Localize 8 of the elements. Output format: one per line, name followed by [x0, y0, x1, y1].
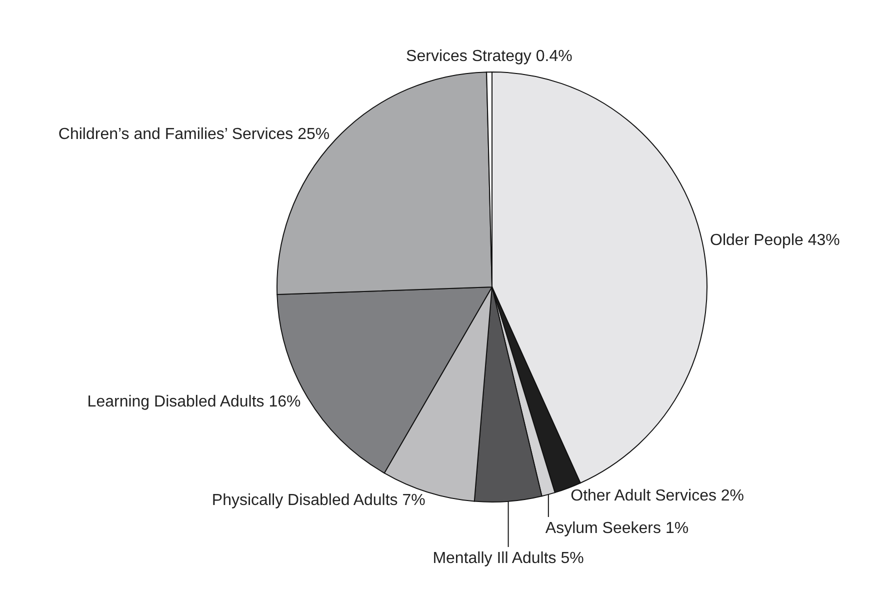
slice-label: Learning Disabled Adults 16%: [87, 394, 301, 411]
slice-label: Mentally Ill Adults 5%: [432, 550, 584, 567]
slice-label: Older People 43%: [710, 232, 840, 250]
slice-label: Physically Disabled Adults 7%: [212, 492, 426, 509]
slice-label: Asylum Seekers 1%: [545, 520, 689, 537]
slice-label: Services Strategy 0.4%: [406, 48, 572, 66]
slice-label: Children’s and Families’ Services 25%: [58, 126, 330, 144]
slice-label: Other Adult Services 2%: [570, 488, 744, 505]
